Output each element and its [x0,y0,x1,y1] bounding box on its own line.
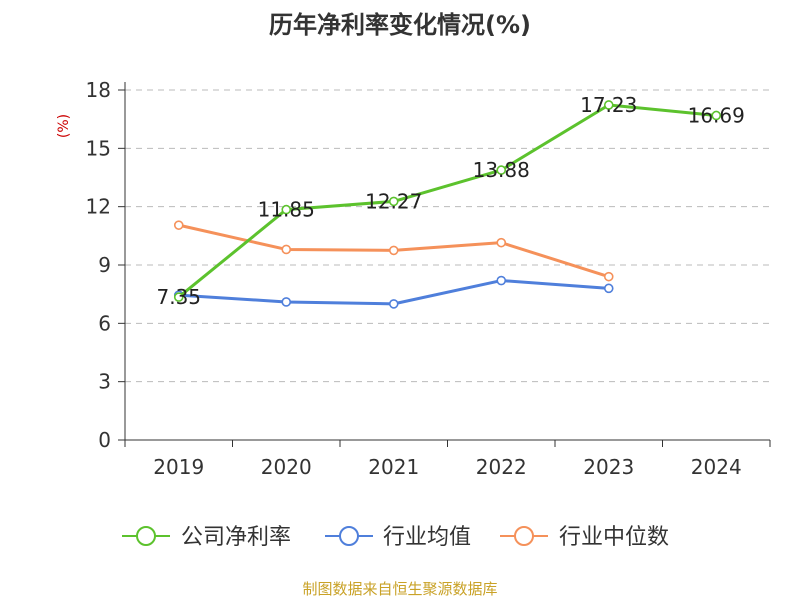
industry-median-point [173,220,184,230]
y-axis-unit-label: (%) [56,114,72,138]
legend-swatch-marker [136,526,156,546]
legend-item[interactable]: 行业均值 [325,525,471,550]
company-net-margin-point [173,292,184,302]
y-tick-label: 15 [86,136,111,160]
company-net-margin-point [496,165,507,175]
data-label: 7.35 [156,285,201,309]
industry-mean-point [603,283,614,294]
industry-mean-point [281,297,292,307]
company-net-margin-point [281,204,292,215]
data-label: 11.85 [258,198,315,222]
data-label: 13.88 [473,158,530,182]
y-tick-label: 12 [86,195,111,219]
x-tick-label: 2024 [691,455,742,479]
legend-label: 行业中位数 [559,525,669,550]
industry-median-point [281,244,292,255]
legend-label: 行业均值 [383,525,471,550]
chart-title: 历年净利率变化情况(%) [269,11,531,39]
company-net-margin-point [711,110,722,121]
industry-mean-point [496,275,507,286]
industry-mean-point [388,299,399,309]
legend-swatch-marker [339,526,359,546]
industry-median-point [603,271,614,282]
y-tick-label: 18 [86,78,111,102]
y-tick-label: 0 [98,428,111,452]
industry-median-point [496,237,507,248]
y-tick-label: 6 [98,311,111,335]
industry-median-point [388,245,399,256]
x-tick-label: 2019 [153,455,204,479]
data-label: 17.23 [580,93,637,117]
legend-item[interactable]: 行业中位数 [500,525,669,550]
company-net-margin-point [388,196,399,207]
source-note: 制图数据来自恒生聚源数据库 [302,580,497,598]
company-net-margin-point [603,100,614,110]
x-tick-label: 2022 [476,455,527,479]
company-net-margin-line [177,103,717,299]
x-tick-label: 2020 [261,455,312,479]
y-tick-label: 3 [98,370,111,394]
legend-swatch-marker [514,526,534,546]
legend-item[interactable]: 公司净利率 [122,525,291,550]
x-tick-label: 2023 [583,455,634,479]
x-tick-label: 2021 [368,455,419,479]
data-label: 16.69 [688,103,745,127]
y-tick-label: 9 [98,253,111,277]
data-label: 12.27 [365,189,422,213]
legend-label: 公司净利率 [181,525,291,550]
